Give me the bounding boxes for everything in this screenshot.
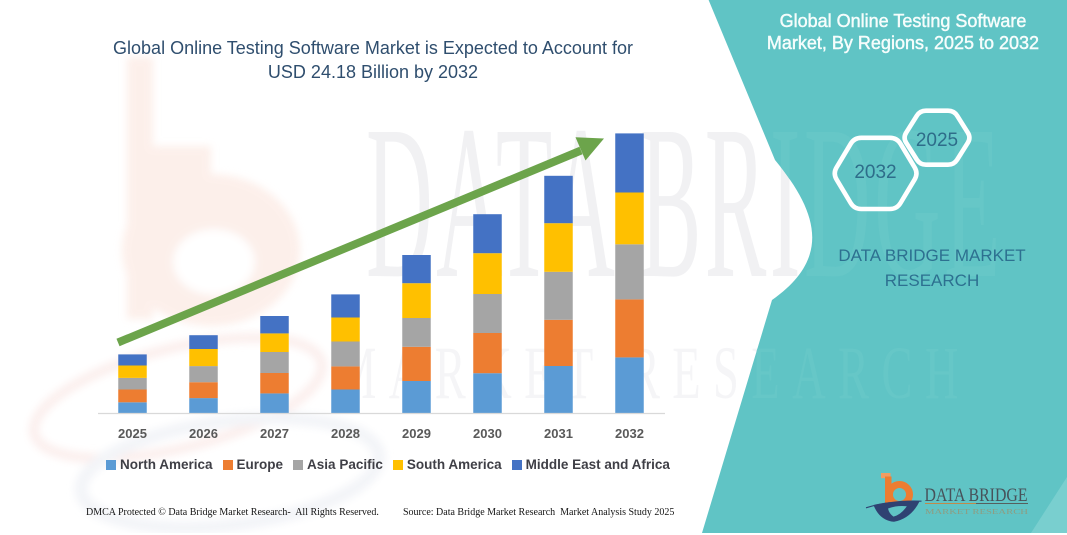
svg-text:MARKET RESEARCH: MARKET RESEARCH xyxy=(335,332,971,415)
svg-text:DATA BRIDGE: DATA BRIDGE xyxy=(925,485,1028,506)
svg-text:MARKET RESEARCH: MARKET RESEARCH xyxy=(925,508,1028,516)
